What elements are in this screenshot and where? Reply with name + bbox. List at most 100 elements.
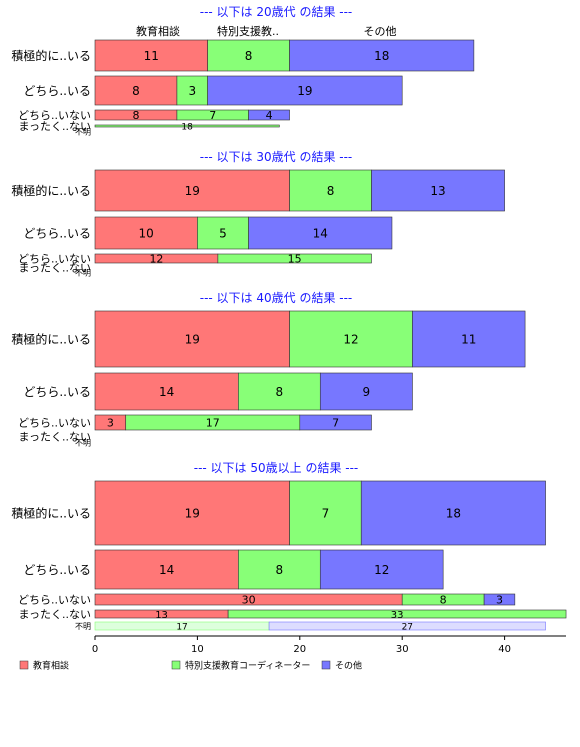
row-label: どちら..いる — [23, 563, 91, 577]
column-header-1: 教育相談 — [136, 24, 180, 38]
bar-segment — [94, 480, 290, 546]
bar-value-label: 18 — [181, 122, 193, 132]
bar-segment — [412, 310, 526, 368]
bar-value-label: 14 — [159, 385, 174, 399]
bar-segment — [319, 372, 413, 411]
bar-value-label: 8 — [275, 385, 283, 399]
column-header-3: その他 — [364, 25, 397, 38]
legend-swatch — [171, 660, 181, 670]
bar-segment — [94, 169, 290, 212]
row-label: 積極的に..いる — [11, 506, 91, 521]
x-tick-label: 20 — [293, 644, 306, 655]
bar-value-label: 19 — [185, 333, 200, 347]
bar-value-label: 7 — [209, 109, 216, 122]
group-title-3: --- 以下は 40歳代 の結果 --- — [200, 291, 353, 305]
x-tick-label: 0 — [92, 644, 98, 655]
bar-segment — [94, 372, 239, 411]
row-label: どちら..いない — [18, 594, 91, 607]
bar-value-label: 14 — [313, 227, 328, 241]
bar-segment — [248, 216, 393, 250]
bar-segment — [207, 75, 403, 106]
row-label: まったく..ない — [18, 431, 91, 444]
bar-segment — [299, 414, 372, 431]
bar-value-label: 10 — [139, 227, 154, 241]
bar-segment — [289, 310, 413, 368]
bar-segment — [289, 480, 362, 546]
row-label: 不明 — [75, 439, 91, 448]
row-label: どちら..いない — [18, 253, 91, 266]
bar-segment — [483, 593, 516, 606]
bar-value-label: 33 — [391, 610, 404, 621]
bar-segment — [207, 39, 290, 72]
bar-segment — [94, 124, 280, 128]
row-label: どちら..いる — [23, 385, 91, 399]
bar-segment — [238, 549, 321, 590]
bar-segment — [371, 169, 505, 212]
column-header-2: 特別支援教.. — [217, 24, 279, 38]
row-label: まったく..ない — [18, 608, 91, 621]
bar-segment — [94, 310, 290, 368]
x-tick-label: 10 — [191, 644, 204, 655]
bar-value-label: 11 — [461, 333, 476, 347]
group-title-4: --- 以下は 50歳以上 の結果 --- — [194, 461, 359, 475]
row-label: まったく..ない — [18, 262, 91, 275]
bar-segment — [227, 609, 567, 619]
bar-value-label: 5 — [219, 227, 227, 241]
bar-value-label: 3 — [496, 594, 503, 607]
row-label: 積極的に..いる — [11, 183, 91, 198]
row-label: 不明 — [75, 622, 91, 631]
row-label: まったく..ない — [18, 120, 91, 133]
bar-value-label: 18 — [374, 49, 389, 63]
bar-segment — [289, 169, 372, 212]
bar-value-label: 17 — [206, 417, 220, 430]
legend-label: 特別支援教育コーディネーター — [185, 660, 310, 672]
bar-segment — [238, 372, 321, 411]
row-label: 積極的に..いる — [11, 48, 91, 63]
row-label: どちら..いない — [18, 109, 91, 122]
bar-segment — [94, 75, 178, 106]
bar-segment — [268, 621, 546, 631]
bar-value-label: 8 — [275, 563, 283, 577]
x-tick-label: 40 — [498, 644, 511, 655]
legend-label: 教育相談 — [33, 660, 69, 672]
bar-segment — [94, 39, 208, 72]
bar-segment — [217, 253, 372, 264]
bar-value-label: 3 — [188, 84, 196, 98]
bar-value-label: 14 — [159, 563, 174, 577]
bar-value-label: 12 — [149, 253, 163, 266]
bar-segment — [319, 549, 444, 590]
row-label: どちら..いる — [23, 84, 91, 98]
bar-segment — [197, 216, 249, 250]
bar-segment — [94, 216, 198, 250]
row-label: 不明 — [75, 128, 91, 137]
bar-value-label: 8 — [132, 84, 140, 98]
row-label: どちら..いない — [18, 417, 91, 430]
x-tick-label: 30 — [396, 644, 409, 655]
bar-value-label: 8 — [440, 594, 447, 607]
row-label: どちら..いる — [23, 227, 91, 241]
bar-value-label: 4 — [266, 109, 273, 122]
bar-value-label: 19 — [185, 184, 200, 198]
bar-value-label: 27 — [402, 622, 413, 632]
group-title-1: --- 以下は 20歳代 の結果 --- — [200, 5, 353, 19]
bar-value-label: 8 — [327, 184, 335, 198]
bar-value-label: 12 — [343, 333, 358, 347]
bar-value-label: 12 — [374, 563, 389, 577]
bar-segment — [94, 549, 239, 590]
bar-value-label: 19 — [185, 507, 200, 521]
bar-value-label: 3 — [107, 417, 114, 430]
bar-value-label: 30 — [242, 594, 256, 607]
legend-swatch — [321, 660, 331, 670]
row-label: 不明 — [75, 269, 91, 278]
bar-segment — [289, 39, 475, 72]
bar-value-label: 8 — [245, 49, 253, 63]
bar-value-label: 11 — [144, 49, 159, 63]
bar-value-label: 18 — [446, 507, 461, 521]
group-title-2: --- 以下は 30歳代 の結果 --- — [200, 150, 353, 164]
bar-segment — [248, 109, 290, 121]
bar-value-label: 7 — [332, 417, 339, 430]
bar-segment — [176, 75, 208, 106]
bar-value-label: 9 — [363, 385, 371, 399]
bar-value-label: 13 — [430, 184, 445, 198]
